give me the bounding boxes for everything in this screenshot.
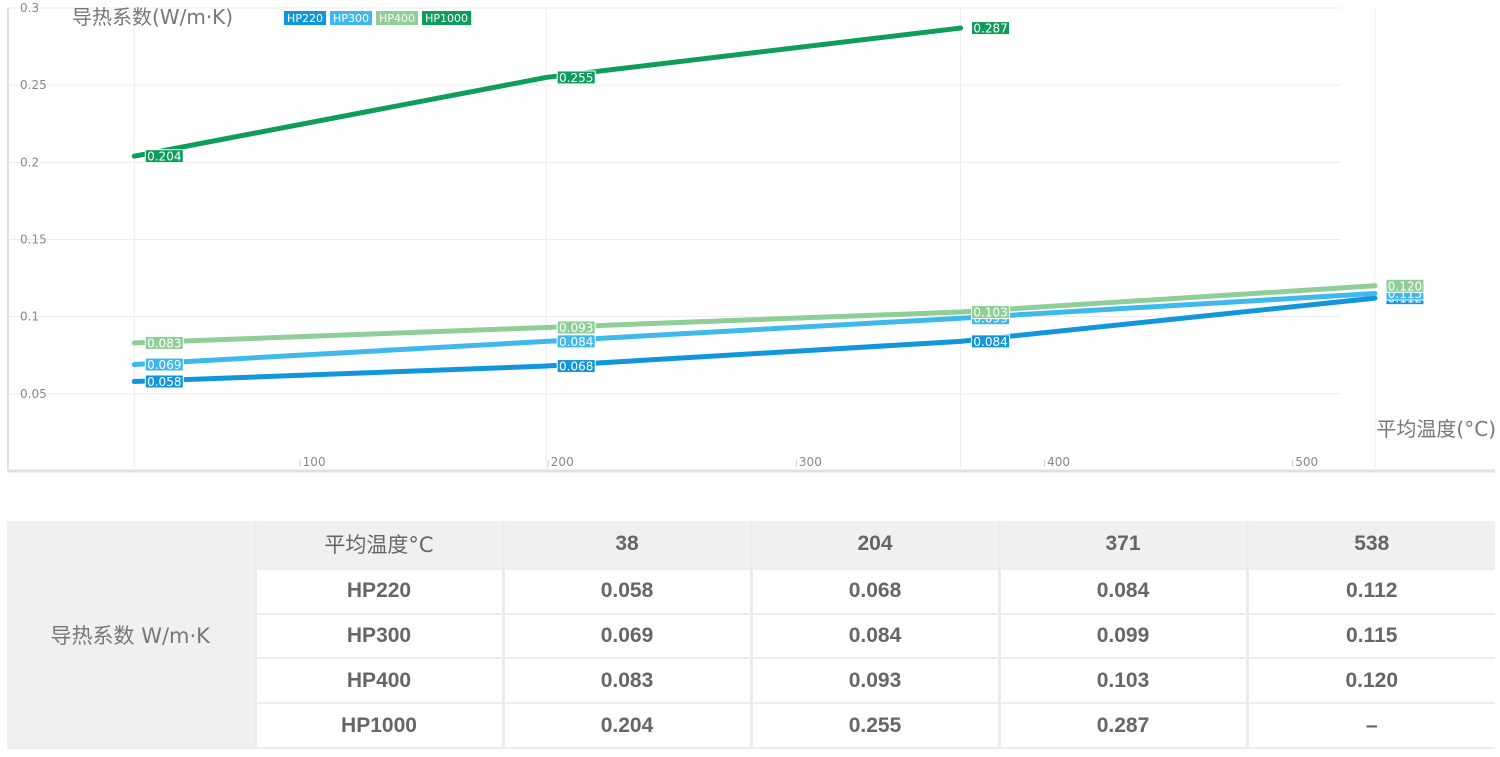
table-cell: 0.112 (1245, 568, 1495, 615)
table-cell: HP400 (253, 658, 503, 705)
data-label: 0.058 (147, 375, 181, 389)
header-cell: 204 (749, 521, 999, 570)
y-tick-label: 0.1 (20, 310, 39, 324)
table-cell: 0.083 (501, 658, 751, 705)
data-label-box (971, 334, 1011, 349)
thermal-conductivity-chart: 0.05 0.1 0.15 0.2 0.25 0.3 100 200 300 400 500 0.… (7, 1, 1496, 473)
header-cell: 平均温度°C (253, 521, 503, 570)
data-label: 0.120 (1388, 279, 1422, 293)
data-label-box (144, 374, 184, 389)
header-cell: 371 (997, 521, 1247, 570)
table-body: 导热系数 W/m·K 平均温度°C 38 204 371 538 HP220 0… (7, 521, 1495, 749)
y-tick-label: 0.15 (20, 233, 47, 247)
grid-layer (7, 7, 1495, 473)
series-lines (131, 25, 1378, 384)
data-label: 0.084 (559, 335, 593, 349)
table-row: HP220 0.058 0.068 0.084 0.112 (7, 568, 1495, 615)
y-tick-label: 0.25 (20, 78, 47, 92)
legend-item: HP1000 (425, 12, 468, 25)
x-tick-label: 400 (1047, 455, 1070, 469)
y-axis-ticks: 0.05 0.1 0.15 0.2 0.25 0.3 (20, 1, 47, 401)
data-label: 0.084 (973, 335, 1007, 349)
data-label: 0.204 (147, 150, 181, 164)
data-label-box (971, 305, 1011, 320)
x-tick-label: 300 (799, 455, 822, 469)
table-cell: HP220 (253, 568, 503, 615)
table-row: HP300 0.069 0.084 0.099 0.115 (7, 613, 1495, 660)
y-tick-label: 0.3 (20, 1, 39, 15)
data-table: 导热系数 W/m·K 平均温度°C 38 204 371 538 HP220 0… (7, 521, 1495, 749)
legend-swatch (284, 11, 326, 25)
data-label-box (556, 320, 596, 335)
series-line-hp220 (131, 295, 1378, 384)
table-cell: – (1245, 703, 1495, 749)
table-cell: 0.115 (1245, 613, 1495, 660)
data-label: 0.068 (559, 360, 593, 374)
table-cell: 0.287 (997, 703, 1247, 749)
table-cell: HP300 (253, 613, 503, 660)
data-label-box (556, 70, 596, 85)
data-label: 0.093 (559, 321, 593, 335)
series-line-hp400 (131, 283, 1378, 346)
header-cell: 38 (501, 521, 751, 570)
legend-swatch (422, 11, 472, 25)
legend: HP220 HP300 HP400 HP1000 (284, 11, 472, 25)
data-label-box (1385, 278, 1425, 293)
table-cell: 0.093 (749, 658, 999, 705)
x-axis-ticks: 100 200 300 400 500 (299, 455, 1318, 469)
legend-swatch (330, 11, 372, 25)
table-cell: 0.204 (501, 703, 751, 749)
x-tick-label: 100 (303, 455, 326, 469)
y-axis-title: 导热系数(W/m·K) (72, 5, 233, 29)
x-tick-label: 200 (551, 455, 574, 469)
x-tick-label: 500 (1295, 455, 1318, 469)
table-cell: 0.069 (501, 613, 751, 660)
legend-item: HP300 (333, 12, 369, 25)
table-cell: 0.084 (749, 613, 999, 660)
table-cell: 0.099 (997, 613, 1247, 660)
row-group-label: 导热系数 W/m·K (7, 521, 255, 748)
table-cell: 0.058 (501, 568, 751, 615)
data-label: 0.083 (147, 336, 181, 350)
legend-swatch (376, 11, 418, 25)
y-tick-label: 0.05 (20, 387, 47, 401)
legend-item: HP400 (379, 12, 415, 25)
data-label-box (144, 149, 184, 164)
header-cell: 538 (1245, 521, 1495, 570)
table-cell: HP1000 (253, 703, 503, 749)
table-cell: 0.084 (997, 568, 1247, 615)
data-label-box (556, 334, 596, 349)
table-row: HP1000 0.204 0.255 0.287 – (7, 703, 1495, 749)
x-axis-title: 平均温度(°C) (1376, 417, 1496, 441)
data-label-box (971, 21, 1011, 36)
data-label: 0.255 (559, 71, 593, 85)
table-cell: 0.255 (749, 703, 999, 749)
table-header-row: 导热系数 W/m·K 平均温度°C 38 204 371 538 (7, 521, 1495, 748)
data-label-box (144, 335, 184, 350)
data-labels: 0.0580.0680.0840.1120.0690.0840.0990.115… (144, 21, 1425, 389)
data-label: 0.069 (147, 358, 181, 372)
table-cell: 0.103 (997, 658, 1247, 705)
table-row: HP400 0.083 0.093 0.103 0.120 (7, 658, 1495, 705)
data-label-box (556, 359, 596, 374)
data-label-box (144, 357, 184, 372)
table-cell: 0.120 (1245, 658, 1495, 705)
series-line-hp300 (131, 291, 1378, 368)
data-label: 0.287 (973, 22, 1007, 36)
y-tick-label: 0.2 (20, 155, 39, 169)
legend-item: HP220 (287, 12, 323, 25)
table-cell: 0.068 (749, 568, 999, 615)
data-label: 0.103 (973, 306, 1007, 320)
series-line-hp1000 (131, 25, 964, 159)
